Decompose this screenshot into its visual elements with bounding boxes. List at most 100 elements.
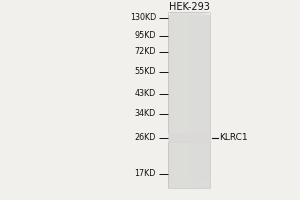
Bar (169, 134, 199, 142)
Bar (169, 138, 172, 142)
Bar (169, 136, 176, 142)
Bar (169, 138, 184, 142)
Bar (169, 141, 199, 143)
Bar (169, 137, 193, 142)
Bar (169, 139, 207, 142)
Bar (169, 140, 180, 142)
Bar (169, 140, 191, 142)
Bar (169, 137, 198, 142)
Bar (169, 139, 179, 142)
Bar (169, 137, 184, 142)
Bar (169, 135, 199, 142)
Bar (169, 134, 207, 142)
Bar (169, 134, 176, 142)
Bar (170, 141, 209, 143)
Bar (169, 139, 208, 142)
Bar (169, 135, 182, 142)
Bar (169, 140, 187, 142)
Bar (169, 136, 195, 142)
Bar (169, 136, 205, 142)
Bar (170, 142, 209, 143)
Bar (169, 136, 180, 142)
Bar (169, 142, 171, 143)
Bar (169, 137, 175, 142)
Bar (169, 139, 206, 142)
Bar (169, 141, 205, 143)
Bar (169, 136, 178, 142)
Bar (169, 141, 206, 143)
Bar (169, 136, 182, 142)
Bar (169, 134, 199, 142)
Bar (169, 138, 175, 142)
Bar (169, 139, 175, 142)
Bar (170, 137, 209, 142)
Bar (169, 135, 175, 142)
Bar (169, 137, 198, 142)
Bar (170, 12, 185, 188)
Bar (169, 139, 202, 142)
Bar (169, 134, 206, 142)
Bar (169, 142, 184, 143)
Bar (169, 138, 180, 142)
Bar (169, 138, 175, 142)
Bar (169, 137, 174, 142)
Bar (169, 140, 170, 142)
Bar (169, 134, 182, 142)
Bar (169, 140, 182, 142)
Bar (169, 139, 180, 142)
Bar (169, 140, 208, 142)
Bar (169, 139, 186, 142)
Bar (169, 137, 188, 142)
Bar (169, 142, 186, 143)
Bar (169, 140, 172, 142)
Bar (169, 136, 174, 142)
Bar (169, 141, 202, 143)
Bar (168, 100, 210, 184)
Bar (169, 140, 202, 142)
Bar (169, 138, 196, 142)
Bar (169, 141, 193, 143)
Bar (169, 137, 191, 142)
Bar (169, 134, 178, 142)
Bar (169, 136, 201, 142)
Bar (169, 141, 188, 143)
Bar (169, 139, 197, 142)
Bar (169, 140, 196, 142)
Bar (169, 142, 189, 143)
Bar (169, 136, 189, 142)
Bar (168, 97, 210, 184)
Bar (169, 135, 194, 142)
Bar (169, 142, 208, 143)
Bar (169, 135, 191, 142)
Bar (169, 142, 187, 143)
Bar (169, 134, 200, 142)
Bar (169, 136, 196, 142)
Bar (169, 138, 190, 142)
Bar (169, 142, 201, 143)
Bar (169, 134, 187, 142)
Bar (169, 137, 197, 142)
Bar (170, 142, 209, 143)
Bar (169, 141, 170, 143)
Bar (169, 139, 176, 142)
Bar (169, 141, 186, 143)
Bar (168, 141, 169, 143)
Bar (169, 138, 179, 142)
Bar (169, 141, 178, 143)
Bar (169, 137, 204, 142)
Bar (169, 135, 178, 142)
Bar (169, 139, 185, 142)
Bar (168, 140, 169, 142)
Bar (169, 139, 170, 142)
Bar (169, 139, 182, 142)
Bar (168, 33, 210, 182)
Bar (169, 136, 187, 142)
Bar (169, 135, 202, 142)
Bar (169, 138, 204, 142)
Bar (169, 138, 198, 142)
Bar (169, 140, 171, 142)
Bar (169, 142, 181, 143)
Bar (169, 139, 175, 142)
Bar (169, 141, 182, 143)
Bar (169, 141, 190, 143)
